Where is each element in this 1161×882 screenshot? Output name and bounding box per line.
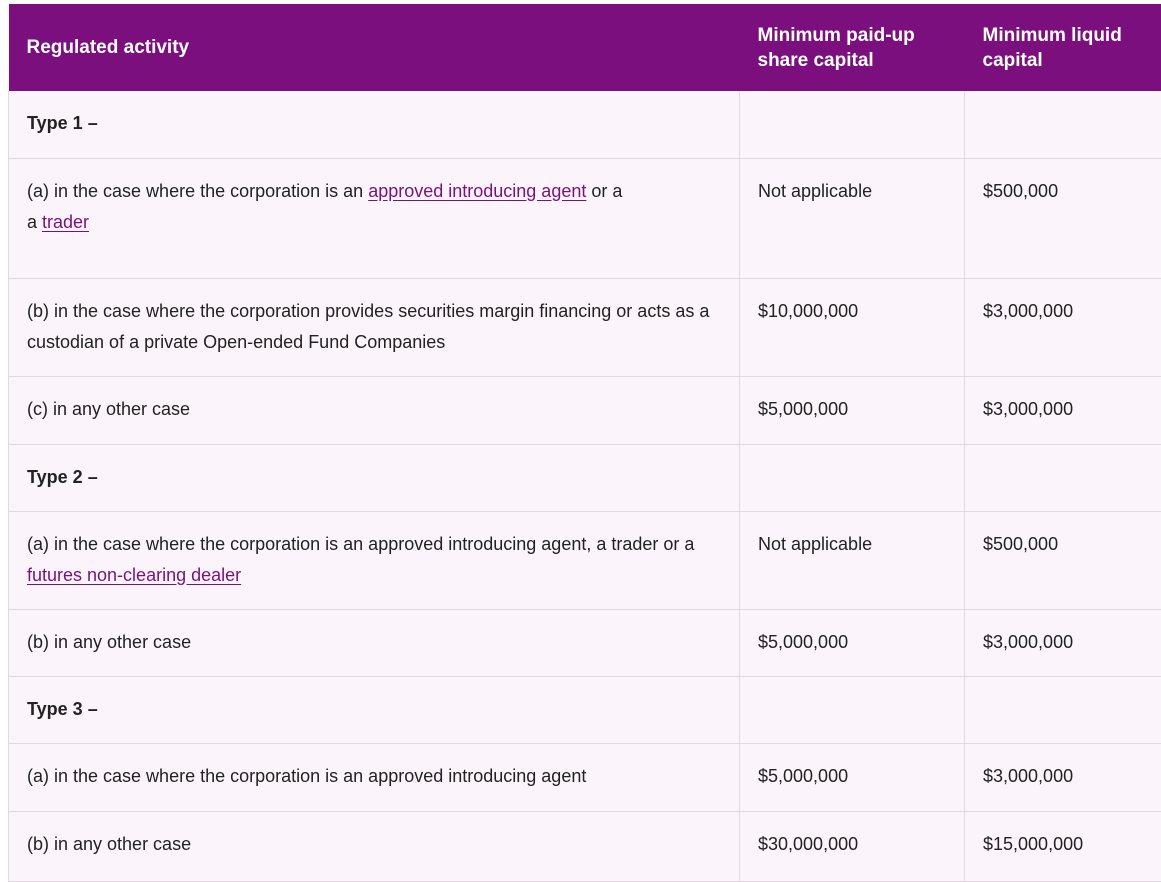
share-capital-cell: Not applicable	[740, 511, 965, 609]
share-capital-cell: $5,000,000	[740, 743, 965, 811]
activity-cell: (a) in the case where the corporation is…	[9, 158, 740, 278]
liquid-capital-cell: $3,000,000	[965, 743, 1161, 811]
table-row: (b) in any other case $30,000,000 $15,00…	[9, 811, 1161, 881]
activity-cell: Type 1 –	[9, 91, 740, 158]
table-body: Type 1 – (a) in the case where the corpo…	[9, 91, 1161, 881]
table-row: (a) in the case where the corporation is…	[9, 158, 1161, 278]
liquid-capital-cell: $3,000,000	[965, 376, 1161, 444]
table-row: (b) in the case where the corporation pr…	[9, 278, 1161, 376]
liquid-capital-cell: $3,000,000	[965, 609, 1161, 676]
liquid-capital-cell	[965, 444, 1161, 511]
capital-requirements-table-wrap: Regulated activity Minimum paid-up share…	[8, 4, 1161, 882]
activity-cell: (b) in the case where the corporation pr…	[9, 278, 740, 376]
share-capital-cell: Not applicable	[740, 158, 965, 278]
share-capital-cell	[740, 444, 965, 511]
table-row: Type 1 –	[9, 91, 1161, 158]
liquid-capital-cell: $3,000,000	[965, 278, 1161, 376]
share-capital-cell	[740, 676, 965, 743]
table-row: (a) in the case where the corporation is…	[9, 743, 1161, 811]
table-row: Type 2 –	[9, 444, 1161, 511]
header-regulated-activity: Regulated activity	[9, 4, 740, 91]
header-min-liquid-capital: Minimum liquid capital	[965, 4, 1161, 91]
trader-link[interactable]: trader	[42, 212, 89, 232]
share-capital-cell: $5,000,000	[740, 609, 965, 676]
liquid-capital-cell: $500,000	[965, 511, 1161, 609]
activity-text: (a) in the case where the corporation is…	[27, 534, 694, 554]
activity-cell: (c) in any other case	[9, 376, 740, 444]
table-row: (b) in any other case $5,000,000 $3,000,…	[9, 609, 1161, 676]
header-min-share-capital: Minimum paid-up share capital	[740, 4, 965, 91]
capital-requirements-table: Regulated activity Minimum paid-up share…	[8, 4, 1161, 882]
approved-introducing-agent-link[interactable]: approved introducing agent	[368, 181, 586, 201]
share-capital-cell	[740, 91, 965, 158]
table-row: (c) in any other case $5,000,000 $3,000,…	[9, 376, 1161, 444]
activity-cell: (a) in the case where the corporation is…	[9, 743, 740, 811]
table-row: Type 3 –	[9, 676, 1161, 743]
liquid-capital-cell	[965, 676, 1161, 743]
activity-text: or a	[586, 181, 622, 201]
activity-cell: Type 3 –	[9, 676, 740, 743]
table-header: Regulated activity Minimum paid-up share…	[9, 4, 1161, 91]
share-capital-cell: $10,000,000	[740, 278, 965, 376]
activity-cell: Type 2 –	[9, 444, 740, 511]
activity-text: (a) in the case where the corporation is…	[27, 181, 368, 201]
share-capital-cell: $5,000,000	[740, 376, 965, 444]
activity-cell: (b) in any other case	[9, 609, 740, 676]
activity-cell: (a) in the case where the corporation is…	[9, 511, 740, 609]
liquid-capital-cell: $500,000	[965, 158, 1161, 278]
liquid-capital-cell	[965, 91, 1161, 158]
activity-cell: (b) in any other case	[9, 811, 740, 881]
share-capital-cell: $30,000,000	[740, 811, 965, 881]
liquid-capital-cell: $15,000,000	[965, 811, 1161, 881]
activity-text: a	[27, 212, 42, 232]
futures-non-clearing-dealer-link[interactable]: futures non-clearing dealer	[27, 565, 241, 585]
table-row: (a) in the case where the corporation is…	[9, 511, 1161, 609]
header-row: Regulated activity Minimum paid-up share…	[9, 4, 1161, 91]
